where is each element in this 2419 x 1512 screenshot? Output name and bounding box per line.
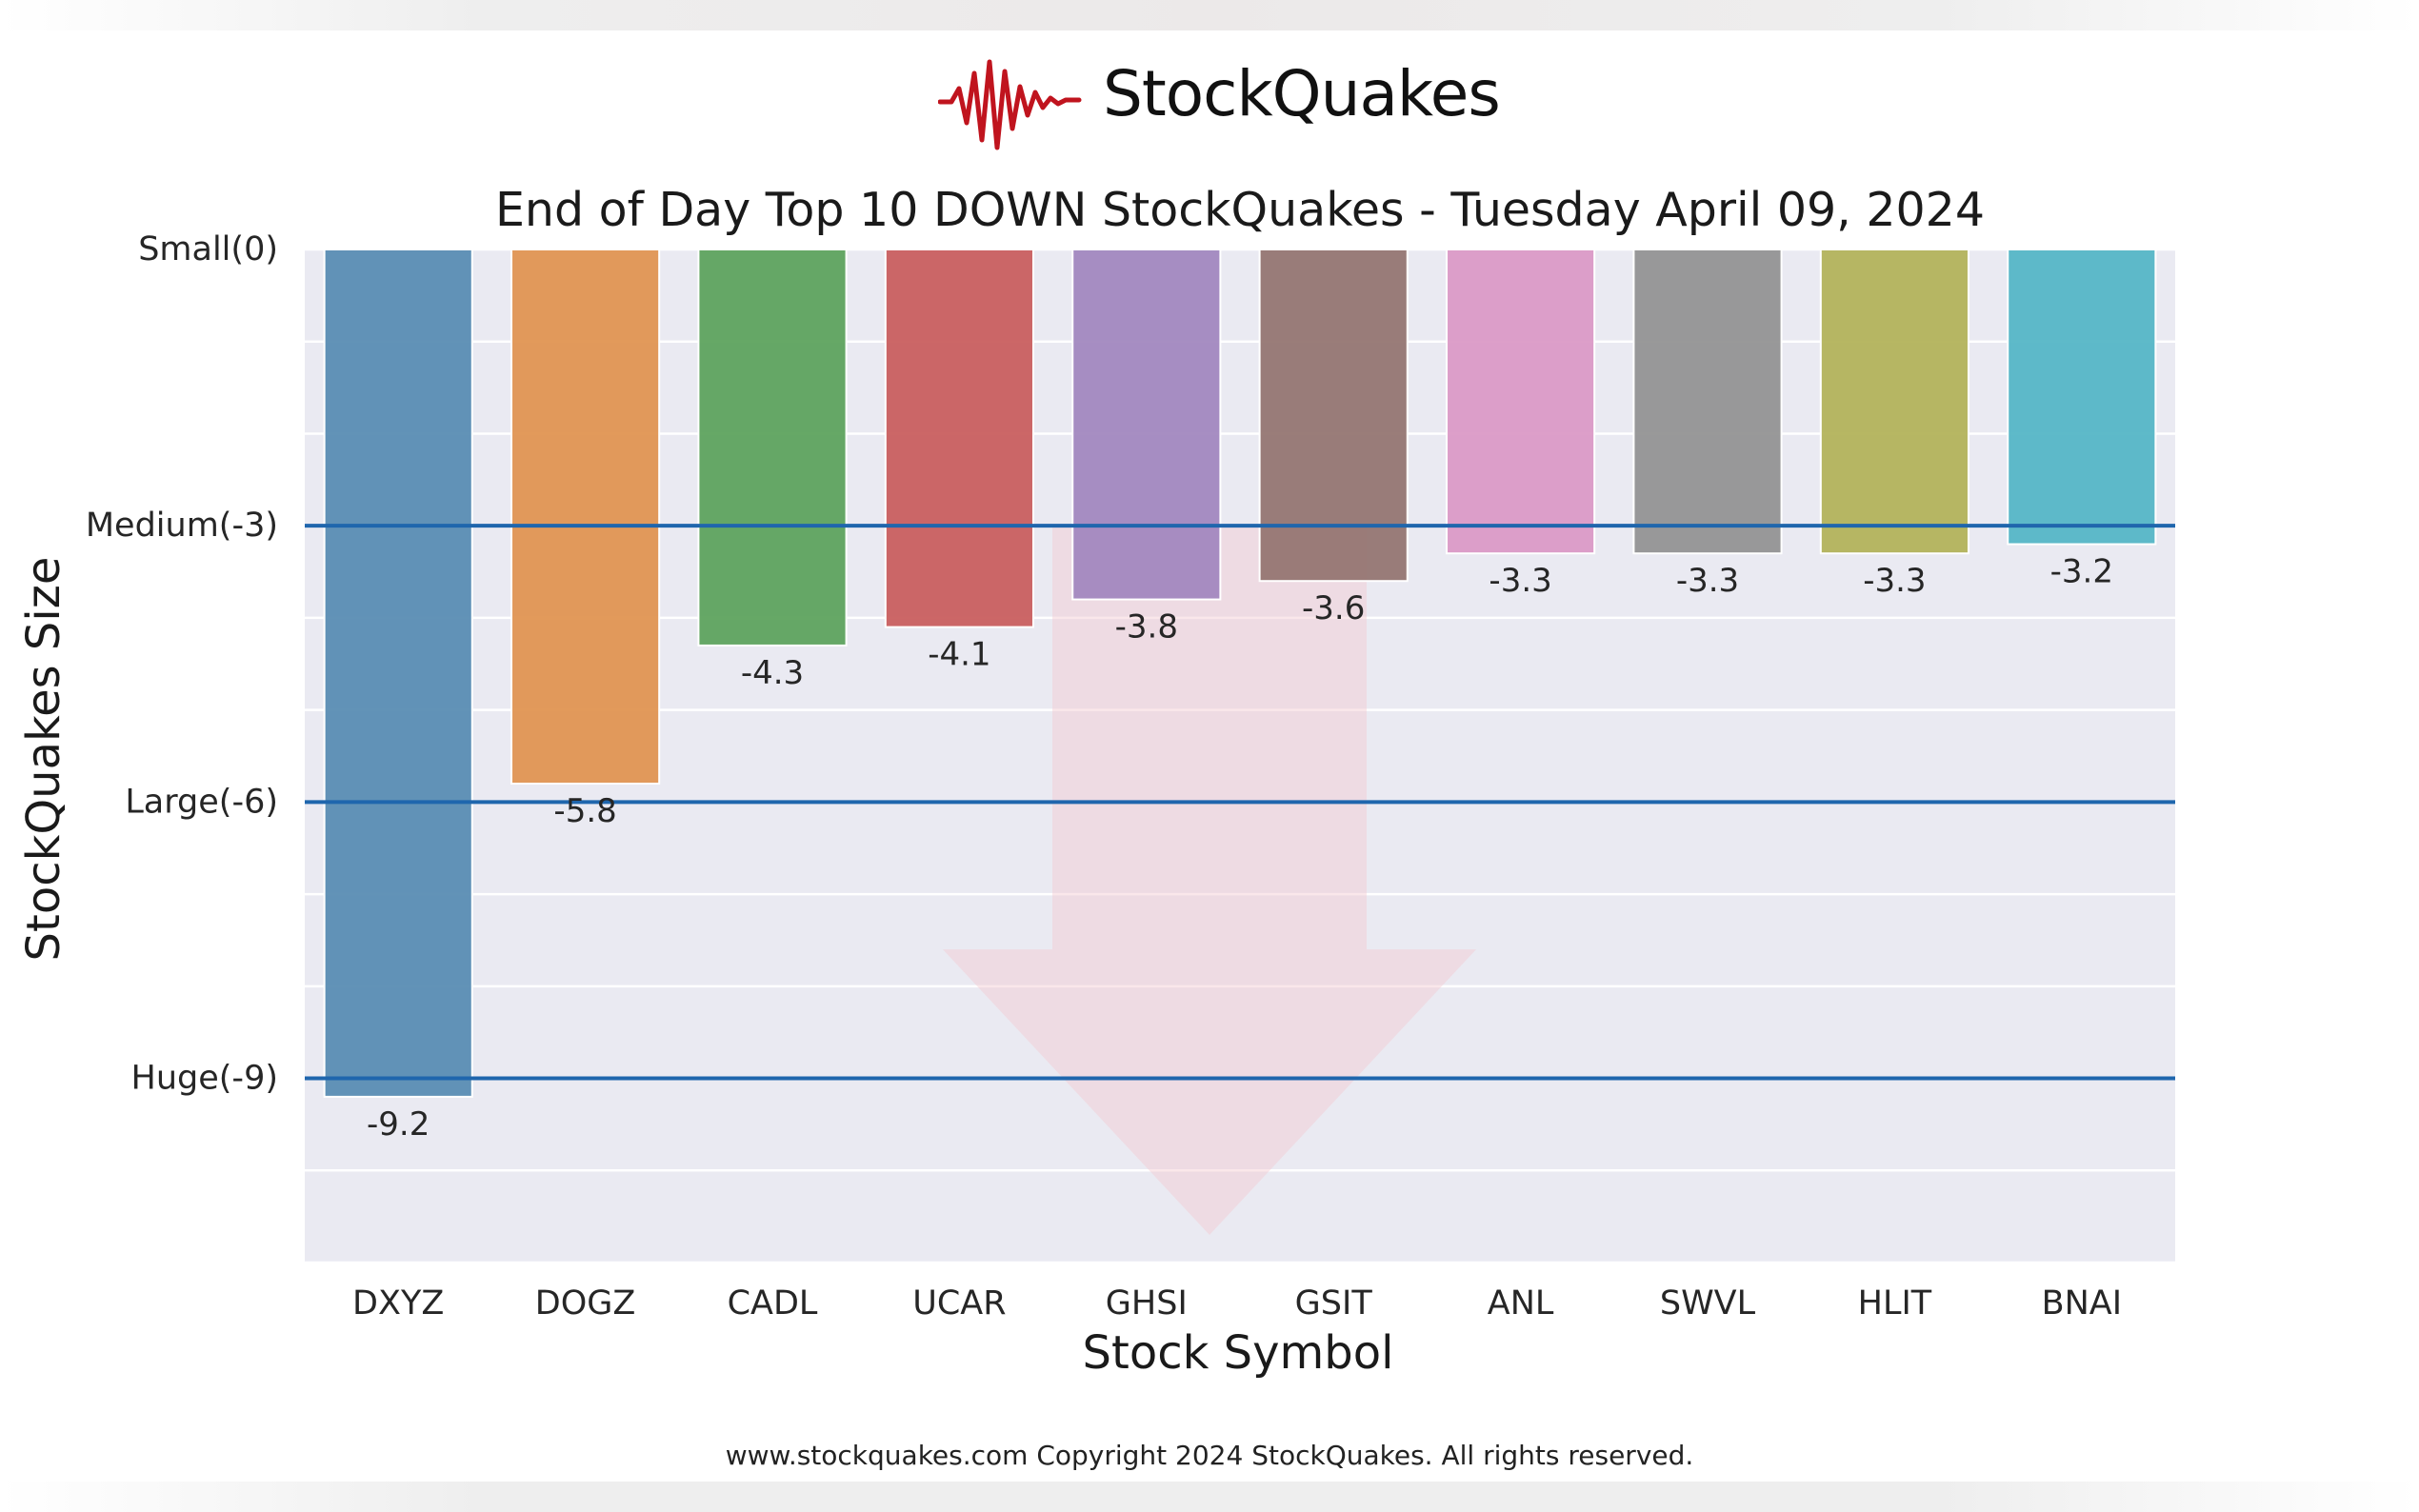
data-label: -3.2 xyxy=(2050,553,2113,591)
reference-lines xyxy=(305,524,2175,1081)
x-axis-label: Stock Symbol xyxy=(1083,1326,1394,1380)
bar-swvl xyxy=(1632,249,1783,555)
bottom-fade xyxy=(0,1482,2419,1512)
down-arrow-watermark-icon xyxy=(943,526,1476,1235)
data-label: -9.2 xyxy=(367,1105,430,1144)
x-tick-label: SWVL xyxy=(1660,1284,1756,1323)
data-label: -3.3 xyxy=(1489,562,1551,600)
logo-seismograph-icon xyxy=(938,59,1082,150)
data-label: -3.3 xyxy=(1676,562,1739,600)
data-label: -3.3 xyxy=(1863,562,1926,600)
x-tick-labels: DXYZ DOGZ CADL UCAR GHSI GSIT ANL SWVL HLIT BNAI xyxy=(352,1284,2122,1323)
data-label: -4.1 xyxy=(928,636,990,674)
bar-hlit xyxy=(1819,249,1969,555)
bar-gsit xyxy=(1258,249,1409,583)
data-label: -3.6 xyxy=(1302,589,1365,627)
x-tick-label: DXYZ xyxy=(352,1284,444,1323)
bar-dxyz xyxy=(323,249,473,1098)
data-label: -3.8 xyxy=(1115,608,1178,647)
bar-dogz xyxy=(510,249,661,786)
bar-ghsi xyxy=(1071,249,1222,601)
data-label: -4.3 xyxy=(741,654,804,692)
x-tick-label: HLIT xyxy=(1858,1284,1932,1323)
x-tick-label: BNAI xyxy=(2042,1284,2122,1323)
y-tick-labels: Small(0) Medium(-3) Large(-6) Huge(-9) xyxy=(86,230,278,1098)
logo-wave-icon xyxy=(938,59,1082,150)
bar-anl xyxy=(1446,249,1596,555)
bar-ucar xyxy=(884,249,1034,628)
down-arrow-shape xyxy=(943,526,1476,1235)
data-label: -5.8 xyxy=(553,792,616,830)
x-tick-label: UCAR xyxy=(912,1284,1006,1323)
x-tick-label: GHSI xyxy=(1106,1284,1188,1323)
top-fade xyxy=(0,0,2419,30)
x-tick-label: GSIT xyxy=(1295,1284,1373,1323)
y-tick-label: Medium(-3) xyxy=(86,507,278,545)
x-tick-label: CADL xyxy=(728,1284,818,1323)
chart-title: End of Day Top 10 DOWN StockQuakes - Tue… xyxy=(495,183,1985,237)
logo-text: StockQuakes xyxy=(1103,57,1501,130)
bar-bnai xyxy=(2007,249,2157,546)
y-axis-label: StockQuakes Size xyxy=(17,557,70,962)
y-tick-label: Large(-6) xyxy=(125,783,278,821)
bars xyxy=(323,249,2157,1098)
bar-cadl xyxy=(697,249,848,647)
y-tick-label: Small(0) xyxy=(138,230,278,269)
data-labels: -9.2 -5.8 -4.3 -4.1 -3.8 -3.6 -3.3 -3.3 -3.3 -3.2 xyxy=(367,553,2113,1144)
y-tick-label: Huge(-9) xyxy=(131,1060,278,1098)
x-tick-label: DOGZ xyxy=(535,1284,636,1323)
x-tick-label: ANL xyxy=(1488,1284,1554,1323)
footer-copyright: www.stockquakes.com Copyright 2024 Stock… xyxy=(725,1440,1694,1471)
